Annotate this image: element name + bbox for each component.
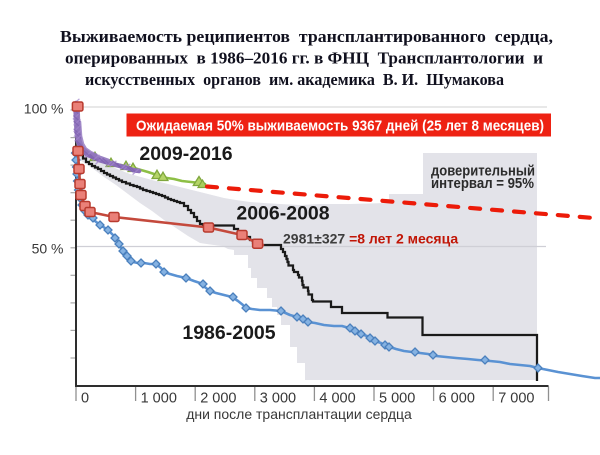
svg-text:интервал = 95%: интервал = 95% [431,176,534,192]
svg-text:1986-2005: 1986-2005 [182,322,275,344]
svg-text:доверительный: доверительный [431,164,535,180]
svg-text:2009-2016: 2009-2016 [139,143,232,165]
svg-text:7 000: 7 000 [498,391,534,407]
svg-text:0: 0 [81,391,89,407]
svg-text:2 000: 2 000 [200,391,236,407]
svg-text:3 000: 3 000 [260,391,296,407]
svg-text:2981±327 =8 лет 2 месяца: 2981±327 =8 лет 2 месяца [283,231,458,247]
svg-text:дни после трансплантации сердц: дни после трансплантации сердца [186,406,412,422]
svg-text:4 000: 4 000 [319,391,355,407]
svg-text:5 000: 5 000 [379,391,415,407]
svg-text:1 000: 1 000 [141,391,177,407]
svg-text:2006-2008: 2006-2008 [236,203,329,225]
svg-text:Ожидаемая 50% выживаемость 936: Ожидаемая 50% выживаемость 9367 дней (25… [136,118,544,135]
svg-text:оперированных в 1986–2016 гг.: оперированных в 1986–2016 гг. в ФНЦ Тран… [65,49,543,68]
svg-text:50 %: 50 % [32,241,64,257]
svg-text:искусственных органов им. ак: искусственных органов им. академика В. И… [85,70,504,89]
svg-text:100 %: 100 % [24,101,64,117]
svg-text:6 000: 6 000 [439,391,475,407]
svg-text:Выживаемость реципиентов тран: Выживаемость реципиентов трансплантирова… [60,27,553,46]
